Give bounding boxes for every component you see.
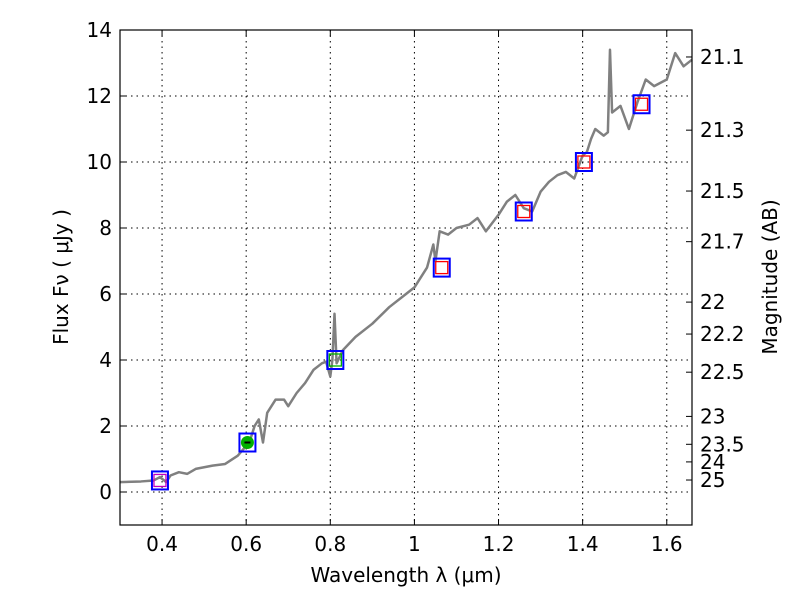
photometry-point-inner — [153, 473, 167, 488]
x-tick-label: 0.6 — [230, 532, 262, 556]
y2-tick-label: 23.5 — [700, 432, 745, 456]
spectrum-line — [119, 48, 693, 484]
y-tick-label: 14 — [87, 18, 112, 42]
y-tick-label: 6 — [99, 282, 112, 306]
photometry-point-inner — [328, 353, 342, 367]
y2-tick-label: 21.5 — [700, 179, 745, 203]
plot-frame — [119, 29, 693, 526]
photometry-point-inner — [634, 97, 649, 111]
series — [119, 48, 693, 491]
photometry-point-inner — [577, 155, 591, 169]
x-tick-label: 0.4 — [146, 532, 178, 556]
photometry-point-outer — [632, 94, 651, 115]
y-tick-label: 4 — [99, 348, 112, 372]
y2-tick-label: 23 — [700, 404, 725, 428]
photometry-point-outer — [150, 470, 169, 491]
y-tick-label: 12 — [87, 84, 112, 108]
y-tick-label: 2 — [99, 414, 112, 438]
y2-tick-label: 22.5 — [700, 360, 745, 384]
photometry-point-outer — [238, 432, 257, 453]
y2-tick-label: 21.1 — [700, 45, 745, 69]
photometry-point-outer — [574, 152, 593, 172]
x-tick-label: 1.2 — [483, 532, 515, 556]
y2-tick-label: 21.7 — [700, 230, 745, 254]
y2-tick-label: 24 — [700, 450, 725, 474]
y-tick-label: 0 — [99, 480, 112, 504]
x-tick-label: 1.6 — [651, 532, 683, 556]
y-axis-label: Flux Fν ( μJy ) — [49, 209, 73, 345]
ticks: 0.4 0.6 0.8 1 1.2 1.4 1.60246810121421.121.321… — [87, 18, 745, 556]
y2-axis-label: Magnitude (AB) — [758, 199, 782, 354]
grid — [120, 29, 692, 525]
photometry-point-inner — [517, 204, 531, 219]
y2-tick-label: 25 — [700, 468, 725, 492]
photometry-point-inner — [435, 260, 449, 275]
y-tick-label: 8 — [99, 216, 112, 240]
photometry-point-outer — [326, 350, 345, 370]
y2-tick-label: 21.3 — [700, 118, 745, 142]
x-tick-label: 1 — [408, 532, 421, 556]
x-axis-label: Wavelength λ (μm) — [310, 563, 501, 587]
y-tick-label: 10 — [87, 150, 112, 174]
x-tick-label: 1.4 — [567, 532, 599, 556]
photometry-point-outer — [432, 257, 451, 278]
photometry-point-outer — [514, 201, 533, 222]
x-tick-label: 0.8 — [314, 532, 346, 556]
y2-tick-label: 22 — [700, 290, 725, 314]
y2-tick-label: 22.2 — [700, 322, 745, 346]
